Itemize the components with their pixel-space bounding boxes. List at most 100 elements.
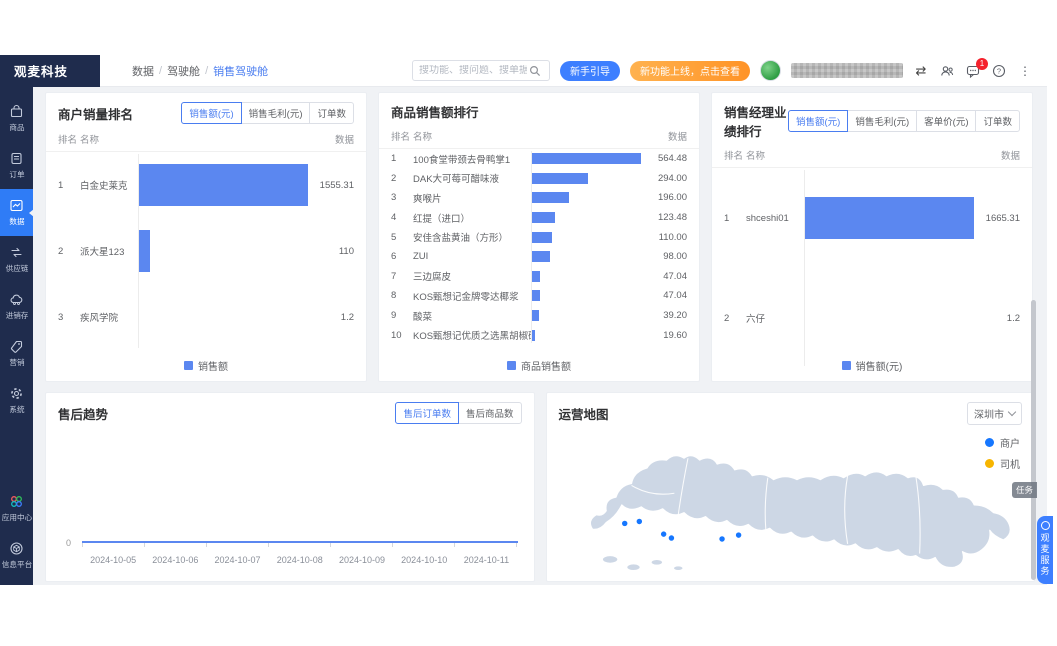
col-data-label: 数据 <box>334 135 354 146</box>
driver-dot-swatch <box>985 459 994 468</box>
row-rank: 1 <box>724 212 730 224</box>
shenzhen-map[interactable] <box>569 429 1025 577</box>
bar-axis <box>138 154 139 348</box>
service-tab[interactable]: 观麦服务 <box>1037 516 1053 584</box>
bar <box>531 153 641 165</box>
sidebar-item-orders[interactable]: 订单 <box>0 142 33 189</box>
table-row: 2 派大星123 110 <box>46 218 366 284</box>
merchant-ranking-panel: 商户销量排名 销售额(元) 销售毛利(元) 订单数 排名 名称 数据 1 <box>45 92 367 382</box>
column-header: 排名 名称 数据 <box>379 125 699 149</box>
sidebar-item-supply-chain[interactable]: 供应链 <box>0 236 33 283</box>
product-rows: 1 100食堂带颈去骨鸭掌1 564.48 2 DAK大可莓可醋味液 294.00 3 爽喉片… <box>379 149 699 345</box>
table-row: 7 三边腐皮 47.04 <box>379 267 699 287</box>
tab-avg-order[interactable]: 客单价(元) <box>916 110 977 132</box>
header-actions: 新手引导 新功能上线，点击查看 ⇄ 1 ? ⋮ <box>412 57 1047 81</box>
tab-sales-amount[interactable]: 销售额(元) <box>181 102 242 124</box>
sidebar-item-data[interactable]: 数据 <box>0 189 34 236</box>
sidebar-item-info-platform[interactable]: 信息平台 <box>0 532 33 579</box>
row-name: 100食堂带颈去骨鸭掌1 <box>413 154 511 166</box>
panel-title: 运营地图 <box>558 408 609 422</box>
sidebar-item-goods[interactable]: 商品 <box>0 95 33 142</box>
chart-icon <box>10 199 23 212</box>
vertical-scrollbar[interactable] <box>1031 300 1036 580</box>
message-icon[interactable]: 1 <box>965 57 988 79</box>
sidebar: 商品 订单 数据 供应链 进销存 营销 系统 <box>0 87 34 585</box>
row-rank: 4 <box>391 212 397 224</box>
guide-button[interactable]: 新手引导 <box>560 60 620 81</box>
legend: 销售额 <box>46 358 366 373</box>
sidebar-item-label: 进销存 <box>5 311 28 320</box>
inventory-icon <box>10 294 23 305</box>
legend-item-merchant[interactable]: 商户 <box>985 435 1020 450</box>
bar <box>531 251 551 263</box>
panel-title: 售后趋势 <box>58 407 109 422</box>
row-value: 98.00 <box>663 251 687 263</box>
more-icon[interactable]: ⋮ <box>1019 63 1031 78</box>
row-name: shceshi01 <box>746 212 789 224</box>
tab-order-count[interactable]: 订单数 <box>975 110 1020 132</box>
col-data-label: 数据 <box>1000 151 1020 162</box>
row-value: 294.00 <box>657 172 687 184</box>
row-rank: 5 <box>391 231 397 243</box>
customer-service-icon <box>1040 521 1050 530</box>
avatar[interactable] <box>760 60 781 81</box>
row-rank: 1 <box>58 179 64 191</box>
tab-aftersale-orders[interactable]: 售后订单数 <box>395 402 459 424</box>
search-icon[interactable] <box>527 63 543 79</box>
breadcrumb-item[interactable]: 驾驶舱 <box>167 65 201 78</box>
switch-account-icon[interactable]: ⇄ <box>915 62 927 78</box>
legend: 销售额(元) <box>712 358 1032 373</box>
sidebar-item-label: 数据 <box>8 217 25 226</box>
panel-title: 商户销量排名 <box>58 107 134 122</box>
tab-aftersale-products[interactable]: 售后商品数 <box>457 402 522 424</box>
city-select[interactable]: 深圳市 <box>967 402 1022 425</box>
search-input[interactable] <box>419 65 527 76</box>
row-value: 39.20 <box>663 310 687 322</box>
sidebar-item-marketing[interactable]: 营销 <box>0 330 33 377</box>
tab-order-count[interactable]: 订单数 <box>309 102 354 124</box>
bar <box>531 212 556 224</box>
x-axis-labels: 2024-10-05 2024-10-06 2024-10-07 2024-10… <box>82 555 518 565</box>
district-borders <box>630 458 921 554</box>
manager-rows: 1 shceshi01 1665.31 2 六仔 1.2 <box>712 168 1032 368</box>
aftersale-metric-tabs: 售后订单数 售后商品数 <box>395 402 522 424</box>
help-icon[interactable]: ? <box>991 63 1007 79</box>
merchant-rows: 1 白金史莱克 1555.31 2 派大星123 110 3 疾风学院 <box>46 152 366 350</box>
manager-ranking-panel: 销售经理业绩排行 销售额(元) 销售毛利(元) 客单价(元) 订单数 排名 名称… <box>711 92 1033 382</box>
bar <box>531 329 535 341</box>
sidebar-item-app-center[interactable]: 应用中心 <box>0 485 33 532</box>
tab-gross-profit[interactable]: 销售毛利(元) <box>847 110 918 132</box>
marketing-icon <box>10 340 23 353</box>
legend-swatch <box>184 361 193 370</box>
row-rank: 3 <box>391 192 397 204</box>
x-tick-label: 2024-10-10 <box>401 555 448 565</box>
legend-label: 销售额 <box>198 362 228 373</box>
supply-chain-icon <box>11 247 22 258</box>
trend-line-series <box>82 541 518 543</box>
breadcrumb-item[interactable]: 数据 <box>132 65 154 78</box>
table-row: 10 KOS甄想记优质之选黑胡椒碎 19.60 <box>379 325 699 345</box>
support-icon[interactable] <box>939 63 955 79</box>
legend-item-driver[interactable]: 司机 <box>985 456 1020 471</box>
table-row: 4 红提（进口） 123.48 <box>379 208 699 228</box>
bar <box>531 310 539 322</box>
row-name: 三边腐皮 <box>413 272 452 284</box>
row-value: 1.2 <box>1006 312 1020 324</box>
col-rank-label: 排名 <box>724 151 744 162</box>
row-value: 110 <box>338 245 354 257</box>
promo-button[interactable]: 新功能上线，点击查看 <box>630 60 750 81</box>
task-tab[interactable]: 任务 <box>1011 482 1037 498</box>
sidebar-item-inventory[interactable]: 进销存 <box>0 283 33 330</box>
bar <box>531 231 553 243</box>
col-name-label: 名称 <box>80 135 100 146</box>
col-data-label: 数据 <box>667 132 687 143</box>
tab-sales-amount[interactable]: 销售额(元) <box>788 110 849 132</box>
sidebar-spacer <box>0 424 33 485</box>
tab-gross-profit[interactable]: 销售毛利(元) <box>240 102 311 124</box>
row-value: 1555.31 <box>319 179 354 191</box>
global-search[interactable] <box>412 60 550 81</box>
sidebar-item-label: 订单 <box>8 170 25 179</box>
sidebar-item-system[interactable]: 系统 <box>0 377 33 424</box>
table-row: 3 爽喉片 196.00 <box>379 188 699 208</box>
table-row: 2 六仔 1.2 <box>712 268 1032 368</box>
